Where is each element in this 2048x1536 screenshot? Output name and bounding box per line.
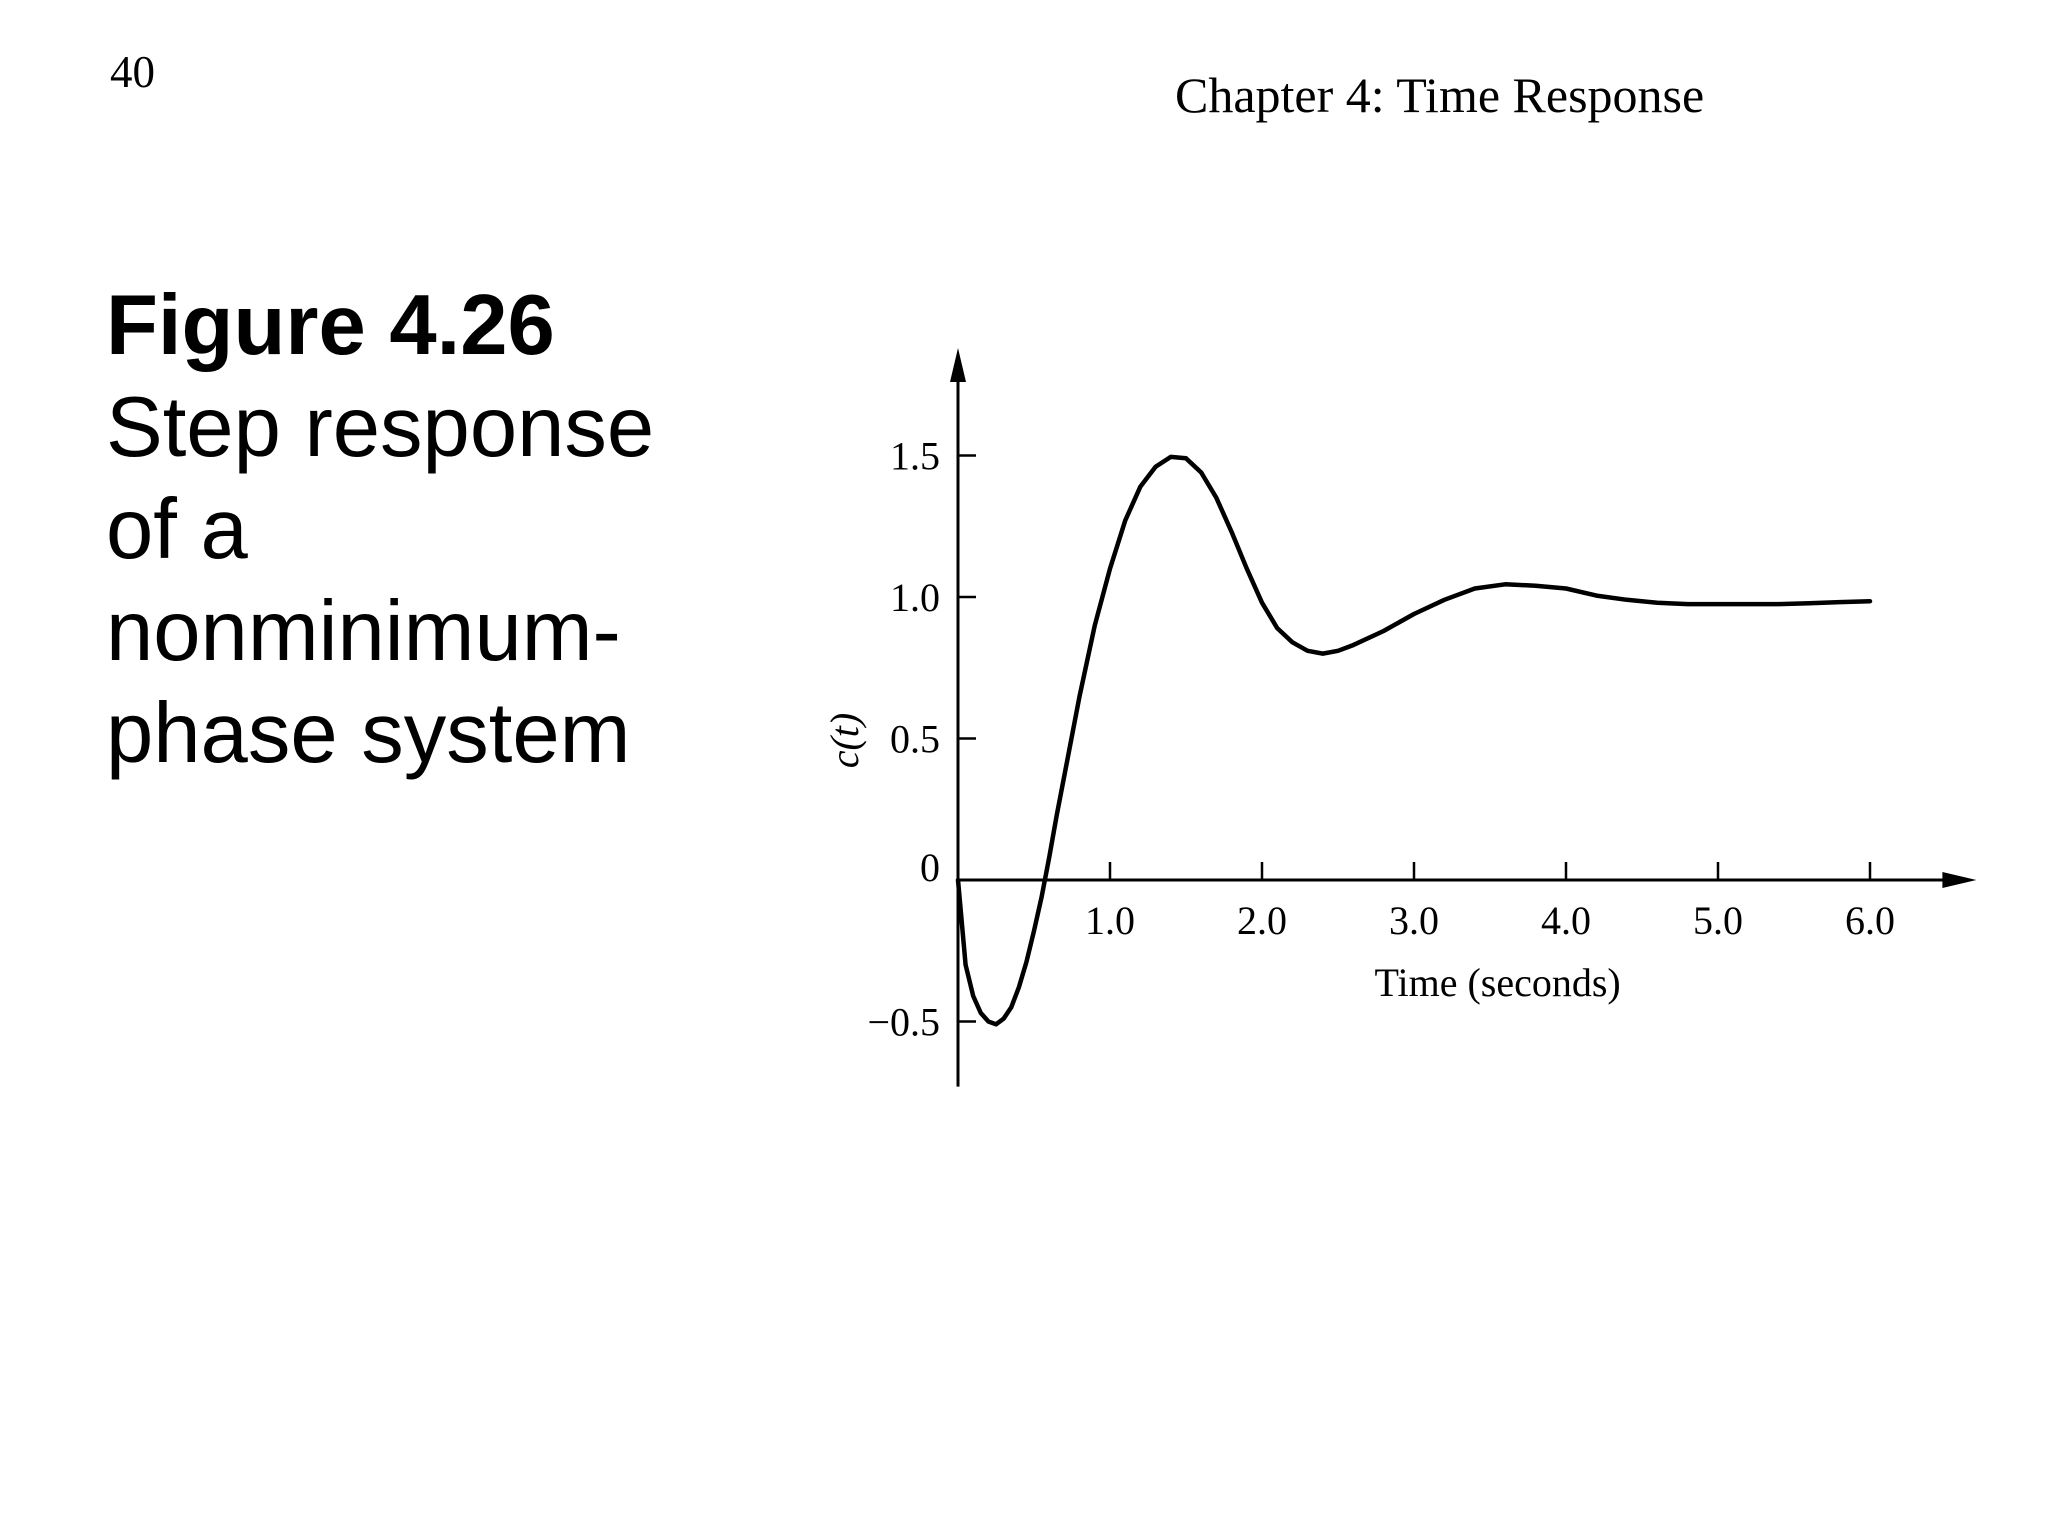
x-tick-label: 3.0 <box>1389 898 1439 943</box>
x-tick-label: 5.0 <box>1693 898 1743 943</box>
step-response-line <box>955 454 1873 1027</box>
caption-line: of a <box>106 482 248 577</box>
page-number: 40 <box>110 47 155 97</box>
y-tick-label: 0 <box>920 845 940 890</box>
y-axis-arrow <box>950 347 966 382</box>
caption-line: phase system <box>106 686 631 781</box>
y-tick-label: 1.5 <box>890 434 940 479</box>
chapter-title: Chapter 4: Time Response <box>1175 67 1705 123</box>
x-tick-label: 4.0 <box>1541 898 1591 943</box>
x-tick-label: 1.0 <box>1085 898 1135 943</box>
x-tick-label: 6.0 <box>1845 898 1895 943</box>
y-tick-label: 0.5 <box>890 717 940 762</box>
chart-axes <box>950 347 1977 1087</box>
y-axis-label: c(t) <box>822 713 867 769</box>
y-tick-label: 1.0 <box>890 575 940 620</box>
x-axis-label: Time (seconds) <box>1374 960 1620 1005</box>
chart-series <box>955 454 1873 1027</box>
figure-number: Figure 4.26 <box>106 278 555 373</box>
caption-line: nonminimum- <box>106 584 621 679</box>
chart-ticks: 1.0 2.0 3.0 4.0 5.0 6.0 −0.5 0 0.5 1.0 1.5 <box>867 434 1895 1045</box>
figure-caption: Figure 4.26 Step response of a nonminimu… <box>106 275 746 785</box>
caption-line: Step response <box>106 380 655 475</box>
x-tick-label: 2.0 <box>1237 898 1287 943</box>
x-axis-arrow <box>1942 872 1977 888</box>
y-tick-label: −0.5 <box>867 1000 940 1045</box>
